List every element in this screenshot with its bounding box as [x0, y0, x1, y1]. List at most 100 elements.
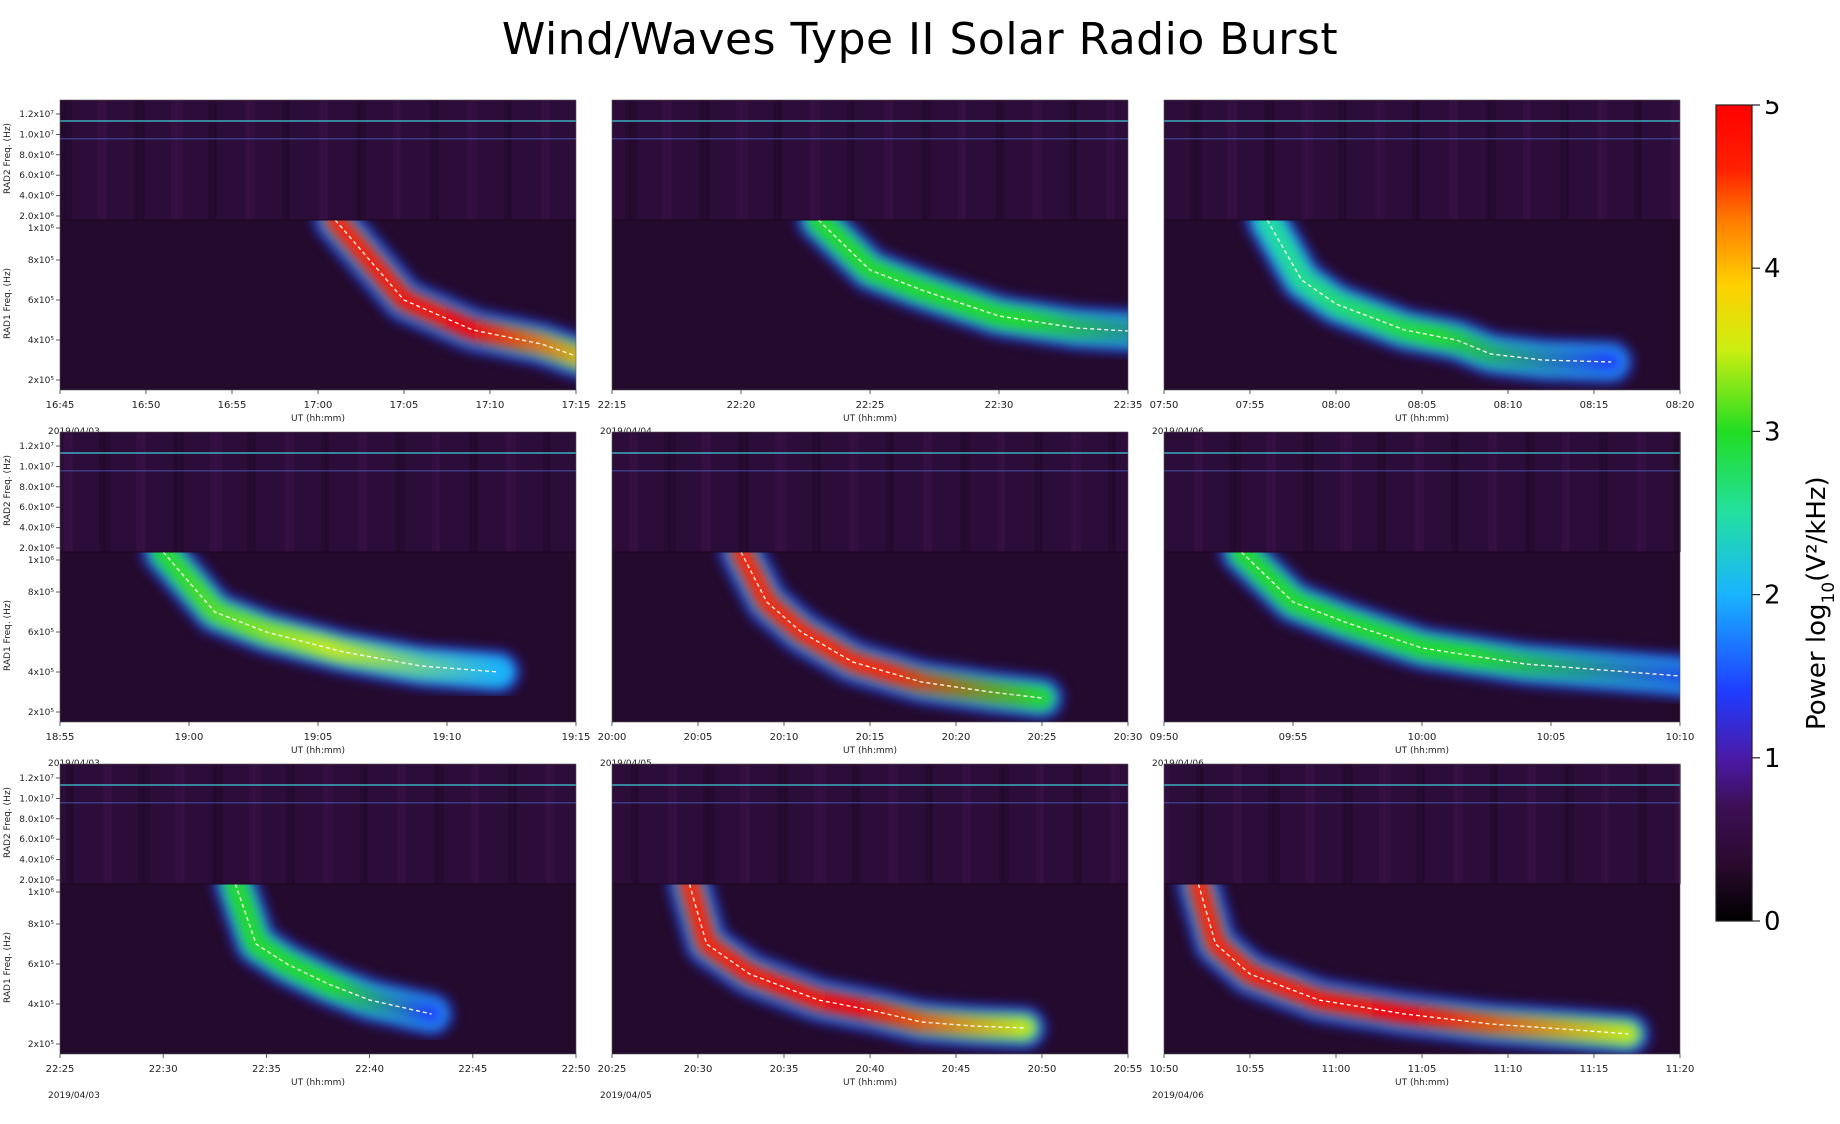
rad2-streak	[816, 100, 820, 220]
rad2-streak	[1677, 764, 1680, 884]
rad2-line	[60, 470, 576, 472]
rad2-streak	[1457, 432, 1459, 552]
rad2-streak	[181, 764, 184, 884]
rad2-streak	[249, 764, 251, 884]
rad2-streak	[136, 100, 139, 220]
rad2-streak	[547, 432, 550, 552]
rad2-streak	[1496, 764, 1498, 884]
rad2-streak	[1529, 764, 1531, 884]
rad2-streak	[703, 100, 705, 220]
colorbar-gradient	[1715, 104, 1753, 922]
rad2-streak	[1379, 764, 1381, 884]
rad2-streak	[1490, 764, 1492, 884]
rad2-streak	[1344, 764, 1347, 884]
rad2-streak	[216, 432, 218, 552]
rad2-streak	[72, 764, 74, 884]
plot-frame	[59, 763, 577, 1055]
rad1-axis-label: RAD1 Freq. (Hz)	[3, 268, 13, 339]
rad2-streak	[1340, 432, 1342, 552]
x-tick-label: 22:30	[149, 1064, 178, 1075]
rad2-streak	[255, 764, 257, 884]
x-tick-label: 16:50	[132, 400, 161, 411]
rad2-streak	[1527, 100, 1530, 220]
rad1-tick-label: 2x10⁵	[28, 1040, 55, 1050]
date-label: 2019/04/06	[1152, 1091, 1204, 1101]
rad2-streak	[547, 764, 550, 884]
x-tick-label: 22:45	[458, 1064, 487, 1075]
rad2-streak	[1377, 100, 1380, 220]
rad2-streak	[1560, 100, 1563, 220]
rad2-streak	[436, 432, 439, 552]
x-tick-label: 16:55	[218, 400, 247, 411]
rad2-streak	[637, 764, 639, 884]
rad2-streak	[138, 432, 140, 552]
x-axis-label: UT (hh:mm)	[843, 746, 897, 756]
rad2-streak	[399, 100, 401, 220]
rad2-streak	[709, 432, 711, 552]
rad1-axis-label: RAD1 Freq. (Hz)	[3, 600, 13, 671]
rad2-streak	[742, 764, 744, 884]
rad2-streak	[325, 100, 328, 220]
rad2-streak	[1605, 432, 1608, 552]
rad2-streak	[748, 764, 750, 884]
rad2-streak	[635, 764, 638, 884]
rad2-streak	[364, 764, 367, 884]
rad2-streak	[471, 764, 473, 884]
rad2-streak	[1638, 432, 1641, 552]
rad2-streak	[925, 100, 927, 220]
rad2-streak	[1533, 764, 1536, 884]
rad2-streak	[549, 764, 551, 884]
rad2-streak	[929, 432, 932, 552]
rad2-streak	[1531, 432, 1535, 552]
rad2-streak	[1106, 100, 1109, 220]
rad2-line	[1164, 802, 1680, 804]
rad2-streak	[707, 432, 710, 552]
rad2-line	[60, 138, 576, 140]
rad2-streak	[1418, 100, 1420, 220]
rad2-streak	[1235, 432, 1237, 552]
rad2-tick-label: 8.0x10⁶	[19, 483, 54, 493]
rad2-streak	[847, 100, 849, 220]
rad2-streak	[469, 100, 472, 220]
rad2-tick-label: 8.0x10⁶	[19, 151, 54, 161]
rad2-streak	[1418, 432, 1420, 552]
rad2-streak	[703, 432, 705, 552]
rad2-streak	[70, 764, 73, 884]
rad2-streak	[1677, 100, 1680, 220]
rad2-streak	[672, 432, 676, 552]
rad2-streak	[286, 432, 289, 552]
rad2-streak	[251, 100, 255, 220]
colorbar-tick-label: 2	[1764, 581, 1781, 611]
rad2-streak	[1036, 432, 1038, 552]
rad2-streak	[1233, 764, 1236, 884]
rad2-streak	[814, 100, 816, 220]
rad2-streak	[142, 100, 145, 220]
rad2-streak	[1114, 764, 1116, 884]
rad2-streak	[1305, 432, 1308, 552]
rad2-streak	[1449, 100, 1452, 220]
rad2-line	[612, 138, 1128, 140]
rad2-tick-label: 6.0x10⁶	[19, 503, 54, 513]
rad2-streak	[1112, 432, 1115, 552]
rad2-streak	[508, 100, 511, 220]
colorbar: 0 1 2 3 4 5	[1715, 100, 1781, 930]
rad2-streak	[820, 764, 822, 884]
rad2-streak	[1490, 432, 1492, 552]
rad2-streak	[249, 100, 251, 220]
x-tick-label: 17:15	[562, 400, 591, 411]
rad2-streak	[818, 432, 821, 552]
rad2-streak	[1455, 764, 1458, 884]
rad2-streak	[247, 100, 250, 220]
rad2-streak	[631, 100, 633, 220]
rad2-streak	[1416, 100, 1419, 220]
rad2-streak	[1233, 432, 1236, 552]
rad2-streak	[668, 432, 671, 552]
x-tick-label: 11:15	[1580, 1064, 1609, 1075]
rad2-line	[612, 784, 1128, 786]
rad2-tick-label: 1.0x10⁷	[19, 130, 54, 140]
rad2-streak	[292, 764, 295, 884]
x-tick-label: 11:00	[1322, 1064, 1351, 1075]
rad2-streak	[886, 432, 888, 552]
rad2-streak	[781, 764, 783, 884]
